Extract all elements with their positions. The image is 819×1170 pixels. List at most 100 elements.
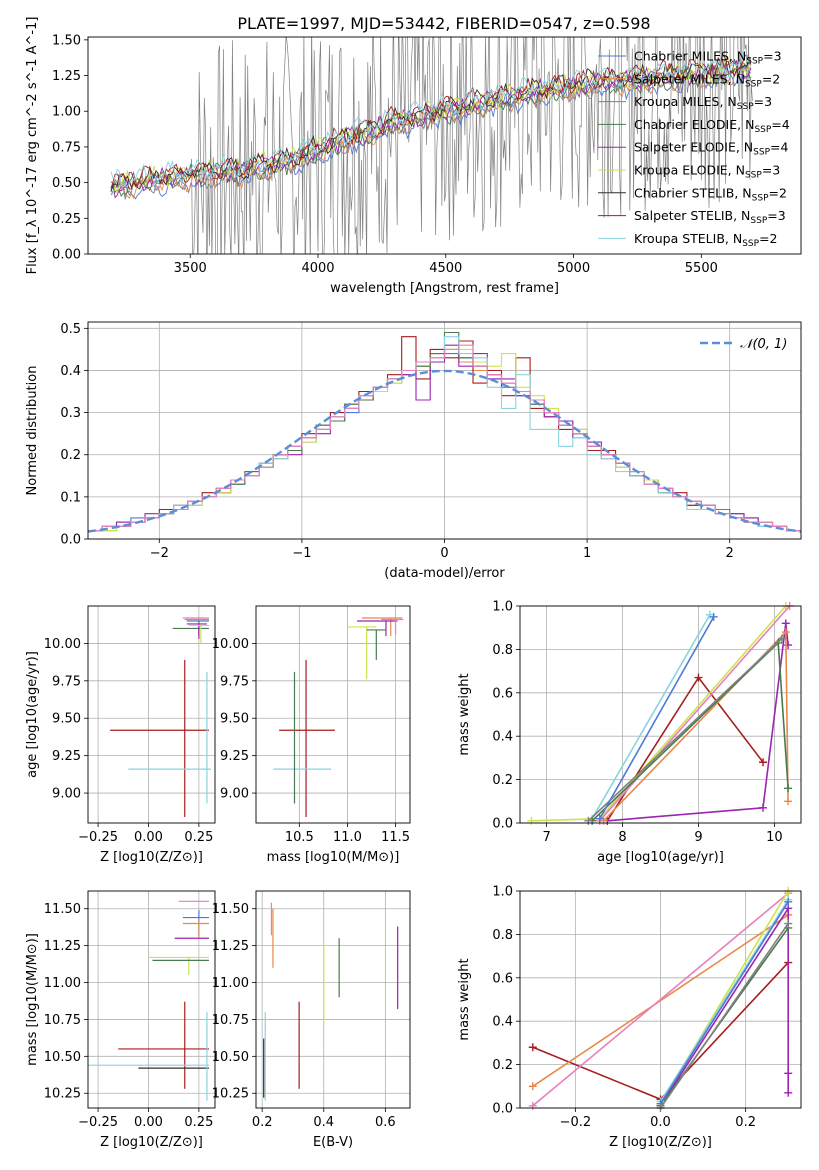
legend-label: Kroupa STELIB, NSSP=2 <box>634 231 778 249</box>
errorbar-points <box>263 902 399 1101</box>
legend-value: =3 <box>754 94 772 109</box>
x-tick-label: −0.25 <box>78 830 118 845</box>
x-tick-label: −2 <box>150 546 169 561</box>
legend-subscript: SSP <box>754 125 771 135</box>
weight-line <box>607 623 789 822</box>
y-tick-label: 0.5 <box>60 322 81 337</box>
y-tick-label: 0.2 <box>60 448 81 463</box>
x-axis-label: E(B-V) <box>313 1135 353 1150</box>
y-tick-label: 11.25 <box>44 939 81 954</box>
x-tick-label: 0.25 <box>184 1115 213 1130</box>
plus-marker <box>781 619 790 628</box>
panel-7: −0.2 0.0 0.2 0.0 0.2 0.4 0.6 0.8 1.0 Z [log10(Z/Z… <box>457 885 801 1150</box>
y-tick-label: 9.00 <box>52 787 81 802</box>
errorbar-points <box>273 617 404 818</box>
legend: Chabrier MILES, NSSP=3 Salpeter MILES, NS… <box>598 49 790 249</box>
x-tick-label: 5500 <box>685 261 718 276</box>
plus-marker <box>784 784 793 793</box>
y-tick-label: 0.8 <box>492 928 513 943</box>
x-tick-label: 0.0 <box>650 1115 671 1130</box>
x-axis-label: wavelength [Angstrom, rest frame] <box>330 281 559 296</box>
y-axis-label: mass [log10(M/M⊙)] <box>25 933 40 1066</box>
x-tick-label: 0 <box>440 546 448 561</box>
y-tick-label: 0.4 <box>60 364 81 379</box>
panel-0: 3500 4000 4500 5000 5500 0.00 0.25 0.50 0.75 1.00… <box>52 33 718 296</box>
plus-marker <box>784 1069 793 1078</box>
y-tick-label: 9.75 <box>52 674 81 689</box>
plot-frame <box>255 605 411 824</box>
weight-line <box>659 901 789 1105</box>
y-tick-label: 9.25 <box>220 749 249 764</box>
legend-label: Salpeter MILES, NSSP=2 <box>634 71 780 89</box>
y-tick-label: 10.25 <box>212 1087 249 1102</box>
histogram-series <box>88 331 801 533</box>
y-tick-label: 10.00 <box>212 637 249 652</box>
plus-marker <box>595 814 604 823</box>
model-spectrum-line <box>110 59 752 200</box>
x-axis-label: (data-model)/error <box>384 566 505 581</box>
legend-value: =4 <box>770 140 788 155</box>
y-tick-label: 0.3 <box>60 406 81 421</box>
plus-marker <box>784 797 793 806</box>
y-tick-label: 0.50 <box>52 176 81 191</box>
gaussian-curve <box>88 369 801 533</box>
x-tick-label: 10.5 <box>285 830 314 845</box>
legend-label: 𝒩(0, 1) <box>740 337 787 352</box>
plot-frame <box>255 890 411 1109</box>
y-tick-label: 1.0 <box>492 600 513 615</box>
model-spectrum-line <box>110 53 752 190</box>
y-tick-label: 0.4 <box>492 1015 513 1030</box>
y-tick-label: 11.00 <box>212 976 249 991</box>
plot-frame <box>87 890 216 1109</box>
plus-marker <box>584 816 593 825</box>
plus-marker <box>528 1082 537 1091</box>
y-tick-label: 11.25 <box>212 939 249 954</box>
y-tick-label: 1.50 <box>52 33 81 48</box>
plot-frame <box>87 36 802 255</box>
x-tick-label: 9 <box>694 830 702 845</box>
plus-marker <box>528 1043 537 1052</box>
y-tick-label: 1.00 <box>52 105 81 120</box>
weight-line <box>659 905 789 1107</box>
y-tick-label: 10.50 <box>44 1050 81 1065</box>
x-tick-label: 11.5 <box>381 830 410 845</box>
y-tick-label: 11.50 <box>212 902 249 917</box>
x-tick-label: 2 <box>726 546 734 561</box>
y-axis-label: Flux [f_λ 10^-17 erg cm^-2 s^-1 A^-1] <box>25 17 40 275</box>
y-tick-label: 9.00 <box>220 787 249 802</box>
legend-value: =3 <box>767 208 785 223</box>
weight-line <box>532 914 789 1087</box>
y-tick-label: 0.8 <box>492 643 513 658</box>
plus-marker <box>784 1088 793 1097</box>
y-tick-label: 10.50 <box>212 1050 249 1065</box>
x-tick-label: −1 <box>292 546 311 561</box>
model-spectrum-line <box>110 58 752 197</box>
y-tick-label: 0.6 <box>492 971 513 986</box>
x-tick-label: 0.25 <box>184 830 213 845</box>
y-tick-label: 10.75 <box>212 1013 249 1028</box>
plus-marker <box>781 628 790 637</box>
weight-line <box>659 923 789 1109</box>
legend-label: Chabrier ELODIE, NSSP=4 <box>634 117 790 135</box>
plot-frame <box>519 605 802 824</box>
weight-line <box>587 637 783 822</box>
y-axis-label: mass weight <box>457 673 472 755</box>
weight-line <box>599 605 791 822</box>
y-axis-label: mass weight <box>457 958 472 1040</box>
x-tick-label: 4500 <box>429 261 462 276</box>
x-tick-label: 3500 <box>174 261 207 276</box>
y-tick-label: 11.00 <box>44 976 81 991</box>
weight-series <box>528 887 793 1112</box>
x-tick-label: 4000 <box>301 261 334 276</box>
x-tick-label: −0.2 <box>560 1115 592 1130</box>
legend-subscript: SSP <box>746 57 763 67</box>
y-tick-label: 0.4 <box>492 730 513 745</box>
legend-value: =2 <box>762 71 780 86</box>
y-tick-label: 0.6 <box>492 686 513 701</box>
legend-label: Salpeter ELODIE, NSSP=4 <box>634 140 789 158</box>
plus-marker <box>784 919 793 928</box>
model-spectrum-line <box>110 50 752 188</box>
panel-1: −2 −1 0 1 2 0.0 0.1 0.2 0.3 0.4 0.5 (data-model)/er… <box>25 322 801 581</box>
y-axis-label: age [log10(age/yr)] <box>25 651 40 778</box>
